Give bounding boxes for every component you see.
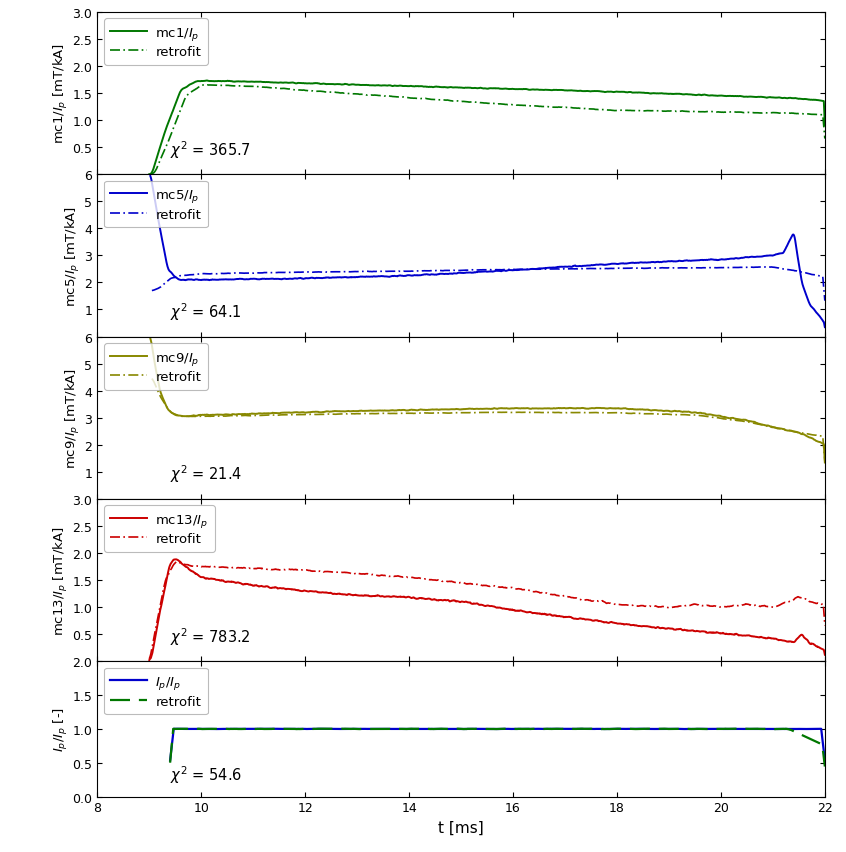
Y-axis label: $I_p$/$I_p$ [-]: $I_p$/$I_p$ [-]	[52, 706, 69, 751]
Legend: mc9/$I_p$, retrofit: mc9/$I_p$, retrofit	[104, 343, 208, 390]
mc9/$I_p$	[820, 458, 830, 468]
retrofit	[820, 620, 830, 630]
mc9/$I_p$	[474, 405, 484, 415]
Line: retrofit: retrofit	[152, 379, 825, 462]
Text: $\chi^2$ = 365.7: $\chi^2$ = 365.7	[170, 139, 250, 160]
retrofit	[428, 575, 438, 585]
retrofit	[809, 735, 819, 746]
Line: $I_p$/$I_p$: $I_p$/$I_p$	[170, 729, 825, 761]
mc1/$I_p$	[683, 90, 693, 101]
retrofit	[809, 270, 819, 280]
mc5/$I_p$	[820, 323, 830, 333]
mc1/$I_p$	[428, 83, 438, 93]
mc5/$I_p$	[428, 270, 438, 280]
Legend: mc1/$I_p$, retrofit: mc1/$I_p$, retrofit	[104, 20, 208, 66]
retrofit	[809, 110, 819, 120]
retrofit	[428, 95, 438, 106]
retrofit	[820, 762, 830, 772]
mc9/$I_p$	[268, 408, 278, 418]
retrofit	[474, 724, 484, 734]
Text: $\chi^2$ = 64.1: $\chi^2$ = 64.1	[170, 301, 242, 323]
Legend: mc13/$I_p$, retrofit: mc13/$I_p$, retrofit	[104, 506, 215, 552]
$I_p$/$I_p$	[268, 724, 278, 734]
mc13/$I_p$	[474, 600, 484, 610]
Y-axis label: mc13/$I_p$ [mT/kA]: mc13/$I_p$ [mT/kA]	[52, 526, 69, 635]
mc9/$I_p$	[343, 406, 353, 417]
mc5/$I_p$	[809, 305, 819, 315]
retrofit	[343, 409, 353, 419]
Line: retrofit: retrofit	[149, 561, 825, 659]
mc9/$I_p$	[809, 435, 819, 445]
retrofit	[343, 268, 353, 278]
mc13/$I_p$	[683, 625, 693, 636]
mc1/$I_p$	[343, 80, 353, 90]
retrofit	[428, 267, 438, 277]
Text: $\chi^2$ = 21.4: $\chi^2$ = 21.4	[170, 463, 242, 485]
retrofit	[474, 98, 484, 108]
Line: mc1/$I_p$: mc1/$I_p$	[149, 82, 825, 175]
mc5/$I_p$	[474, 268, 484, 278]
mc13/$I_p$	[809, 640, 819, 650]
X-axis label: t [ms]: t [ms]	[438, 820, 484, 835]
$I_p$/$I_p$	[683, 724, 693, 734]
$I_p$/$I_p$	[428, 724, 438, 734]
Line: mc9/$I_p$: mc9/$I_p$	[151, 339, 825, 463]
retrofit	[343, 89, 353, 100]
Line: retrofit: retrofit	[152, 268, 825, 302]
retrofit	[268, 411, 278, 421]
retrofit	[683, 601, 693, 611]
retrofit	[268, 565, 278, 575]
retrofit	[343, 724, 353, 734]
$I_p$/$I_p$	[809, 724, 819, 734]
mc13/$I_p$	[428, 595, 438, 605]
mc13/$I_p$	[343, 590, 353, 600]
Y-axis label: mc5/$I_p$ [mT/kA]: mc5/$I_p$ [mT/kA]	[63, 205, 82, 307]
mc5/$I_p$	[343, 273, 353, 284]
retrofit	[820, 457, 830, 467]
mc1/$I_p$	[268, 78, 278, 89]
mc1/$I_p$	[820, 121, 830, 131]
retrofit	[683, 724, 693, 734]
mc9/$I_p$	[428, 405, 438, 415]
Y-axis label: mc1/$I_p$ [mT/kA]: mc1/$I_p$ [mT/kA]	[52, 43, 69, 144]
$I_p$/$I_p$	[343, 724, 353, 734]
Legend: $I_p$/$I_p$, retrofit: $I_p$/$I_p$, retrofit	[104, 668, 208, 715]
$I_p$/$I_p$	[820, 756, 830, 766]
mc1/$I_p$	[474, 83, 484, 94]
retrofit	[474, 265, 484, 275]
mc5/$I_p$	[683, 256, 693, 267]
mc13/$I_p$	[820, 650, 830, 660]
retrofit	[809, 430, 819, 440]
retrofit	[268, 83, 278, 94]
Text: $\chi^2$ = 783.2: $\chi^2$ = 783.2	[170, 625, 250, 647]
mc5/$I_p$	[268, 274, 278, 285]
retrofit	[683, 107, 693, 118]
retrofit	[683, 410, 693, 420]
retrofit	[268, 268, 278, 279]
retrofit	[820, 296, 830, 307]
retrofit	[474, 408, 484, 418]
Text: $\chi^2$ = 54.6: $\chi^2$ = 54.6	[170, 763, 242, 786]
Line: mc5/$I_p$: mc5/$I_p$	[151, 177, 825, 328]
retrofit	[809, 598, 819, 608]
retrofit	[474, 580, 484, 590]
retrofit	[268, 724, 278, 734]
retrofit	[343, 567, 353, 578]
Line: retrofit: retrofit	[152, 86, 825, 175]
mc9/$I_p$	[683, 407, 693, 417]
retrofit	[428, 408, 438, 418]
$I_p$/$I_p$	[474, 724, 484, 734]
Line: retrofit: retrofit	[170, 728, 825, 767]
mc1/$I_p$	[809, 95, 819, 106]
retrofit	[820, 135, 830, 145]
retrofit	[683, 263, 693, 273]
Line: mc13/$I_p$: mc13/$I_p$	[149, 560, 825, 660]
mc13/$I_p$	[268, 583, 278, 593]
Legend: mc5/$I_p$, retrofit: mc5/$I_p$, retrofit	[104, 181, 208, 228]
Y-axis label: mc9/$I_p$ [mT/kA]: mc9/$I_p$ [mT/kA]	[63, 368, 82, 469]
retrofit	[428, 724, 438, 734]
